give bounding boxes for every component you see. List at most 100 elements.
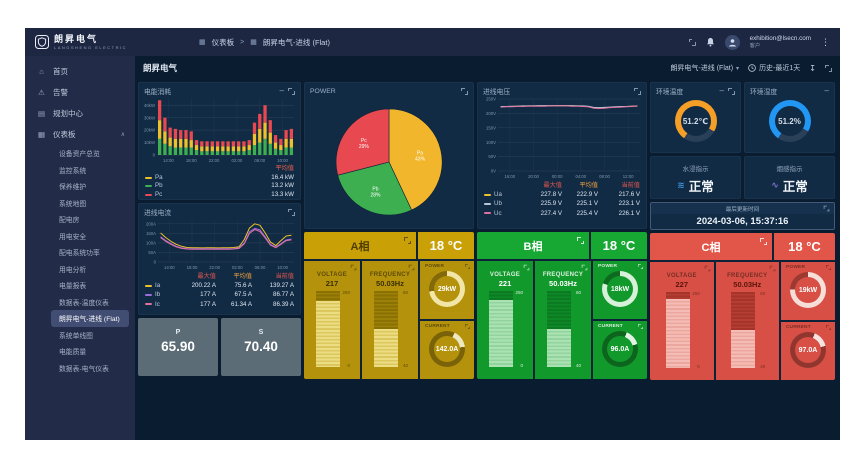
expand-icon[interactable] (523, 264, 530, 271)
indicator-title: 水浸指示 (682, 166, 709, 173)
dashboard-select[interactable]: 朗昇电气-进线 (Flat) ▾ (670, 63, 739, 73)
expand-icon[interactable] (288, 208, 295, 216)
expand-icon[interactable] (638, 264, 643, 269)
sidebar-subitem[interactable]: 保养维护 (59, 184, 87, 192)
expand-icon[interactable] (465, 264, 470, 269)
svg-text:18:00: 18:00 (186, 158, 197, 163)
table-cell: 222.9 V (576, 191, 598, 199)
sidebar-subitem[interactable]: 用电分析 (59, 266, 87, 274)
avatar[interactable] (724, 34, 740, 50)
sidebar-subitem[interactable]: 电能质量 (59, 349, 87, 357)
voltage-table: 最大值 平均值 当前值 Ua 227.8 V 222.9 V 217.6 V U… (478, 180, 646, 218)
table-header: 当前值 (275, 273, 294, 280)
expand-icon[interactable] (769, 265, 776, 272)
svg-text:200V: 200V (486, 111, 496, 116)
sidebar-subitem[interactable]: 配电系统功率 (59, 250, 100, 258)
user-email: exhibition@lsecn.com (749, 35, 811, 43)
env-temperature-panel: 环境温度 – 51.2℃ (650, 82, 741, 153)
sidebar-item-home[interactable]: ⌂ 首页 (25, 61, 135, 82)
svg-text:100V: 100V (486, 140, 496, 145)
svg-text:40kW: 40kW (144, 103, 156, 108)
gauge-max: 60 (575, 290, 581, 295)
series-label[interactable]: Ic (155, 300, 160, 308)
expand-icon[interactable] (823, 205, 830, 212)
breadcrumb-root[interactable]: 仪表板 (211, 37, 235, 47)
sidebar-item-dashboards[interactable]: ▦ 仪表板 ∧ (25, 124, 135, 145)
series-label[interactable]: Uc (494, 209, 502, 217)
gauge-max: 250 (692, 291, 700, 296)
kebab-menu-icon[interactable]: ⋮ (821, 36, 830, 47)
sidebar-subitem[interactable]: 设备资产总览 (59, 151, 100, 159)
power-value: 29kW (437, 285, 457, 293)
minimize-icon[interactable]: – (719, 86, 724, 95)
series-label[interactable]: Ia (155, 282, 161, 290)
sidebar-subitem[interactable]: 电量报表 (59, 283, 87, 291)
sidebar-item-planning[interactable]: ▤ 规划中心 (25, 103, 135, 124)
expand-icon[interactable] (288, 87, 295, 95)
table-cell: 226.1 V (618, 209, 640, 217)
svg-text:00:00: 00:00 (552, 174, 563, 179)
svg-text:20kW: 20kW (144, 128, 156, 133)
expand-icon[interactable] (350, 264, 357, 271)
expand-icon[interactable] (760, 238, 767, 245)
sidebar-subitem-active[interactable]: 朗昇电气-进线 (Flat) (51, 310, 129, 327)
expand-icon[interactable] (577, 237, 584, 244)
sidebar-subitem[interactable]: 系统地图 (59, 200, 87, 208)
voltage-value: 227 (675, 280, 688, 289)
breadcrumb-current[interactable]: 朗昇电气-进线 (Flat) (262, 37, 330, 47)
legend-label[interactable]: Pa (155, 173, 163, 181)
svg-text:14:00: 14:00 (164, 265, 175, 270)
legend-label[interactable]: Pc (155, 190, 163, 198)
legend-swatch (145, 193, 152, 196)
legend-label[interactable]: Pb (155, 182, 163, 189)
energy-consumption-panel: 电能消耗 – 40kW 30kW 20kW 10kW 0 14:00 18:00 22:00 0… (138, 82, 301, 200)
series-label[interactable]: Ub (494, 200, 502, 208)
phase-c-panel: C相 18 °C VOLTAGE 227 250 (650, 233, 835, 380)
series-label[interactable]: Ib (155, 291, 161, 299)
phase-a-panel: A相 18 °C VOLTAGE 217 250 (304, 232, 474, 379)
download-icon[interactable]: ↧ (809, 63, 816, 73)
expand-icon[interactable] (704, 265, 710, 272)
table-header: 当前值 (621, 182, 640, 189)
bell-icon[interactable] (706, 37, 715, 47)
expand-icon[interactable] (404, 237, 411, 244)
expand-icon[interactable] (408, 264, 415, 271)
expand-icon[interactable] (634, 87, 641, 95)
power-pie-panel: POWER Pa 43% Pb 28% Pc 29% (304, 82, 474, 229)
alert-icon: ⚠ (38, 88, 45, 97)
minimize-icon[interactable]: – (279, 86, 284, 95)
expand-icon[interactable] (728, 87, 735, 95)
sidebar: ⌂ 首页 ⚠ 告警 ▤ 规划中心 ▦ 仪表板 ∧ 设备资产总览 监控系统 保养维… (25, 56, 135, 440)
expand-icon[interactable] (461, 87, 468, 95)
expand-icon[interactable] (465, 324, 470, 329)
legend-swatch (145, 185, 152, 188)
logo[interactable]: 朗昇电气 LANGSHENG ELECTRIC (35, 34, 127, 50)
expand-icon[interactable] (826, 265, 831, 270)
fullscreen-icon[interactable] (688, 38, 696, 46)
voltage-gauge: VOLTAGE 227 250 0 (650, 262, 714, 380)
sidebar-subitem[interactable]: 配电房 (59, 217, 80, 225)
dashboard-icon: ▦ (37, 130, 46, 139)
minimize-icon[interactable]: – (824, 86, 829, 95)
water-indicator-panel: 水浸指示 ≋ 正常 (650, 156, 741, 199)
series-label[interactable]: Ua (494, 191, 502, 199)
smoke-indicator-panel: 烟感指示 ∿ 正常 (744, 156, 835, 199)
expand-icon[interactable] (638, 324, 643, 329)
temperature-donut: 51.2℃ (674, 100, 717, 142)
sidebar-subitem[interactable]: 系统单线图 (59, 332, 93, 340)
time-range-picker[interactable]: 历史-最近1天 (748, 63, 800, 73)
sidebar-item-alarms[interactable]: ⚠ 告警 (25, 82, 135, 103)
sidebar-subitem[interactable]: 数据表-温度仪表 (59, 299, 109, 307)
sidebar-subitem[interactable]: 监控系统 (59, 167, 87, 175)
indicator-status: 正常 (782, 180, 808, 194)
expand-icon[interactable] (581, 264, 588, 271)
environment-row: 环境温度 – 51.2℃ 环境湿度 – 51.2% (650, 82, 835, 153)
sidebar-subitem[interactable]: 数据表-电气仪表 (59, 365, 109, 373)
logo-shield-icon (35, 35, 49, 49)
user-info[interactable]: exhibition@lsecn.com 客户 (750, 35, 811, 48)
sidebar-subitem[interactable]: 用电安全 (59, 233, 87, 241)
stat-s: S 70.40 (221, 318, 301, 376)
fullscreen-icon[interactable] (825, 64, 832, 72)
expand-icon[interactable] (826, 325, 831, 330)
